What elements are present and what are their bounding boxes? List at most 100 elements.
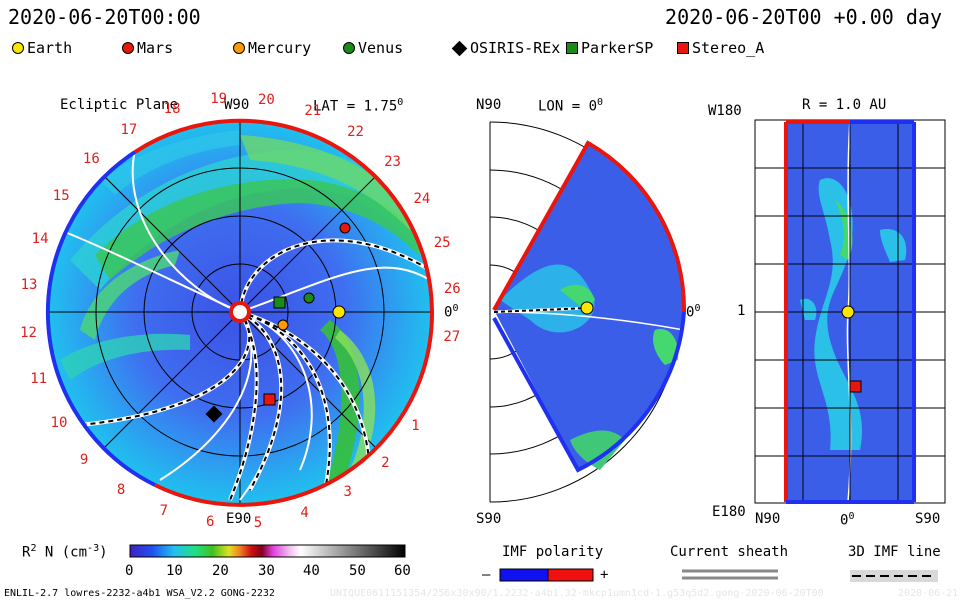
carrington-label: 24 (413, 191, 431, 208)
mercury-marker-icon (277, 319, 289, 331)
radial-bottom-n90: N90 (755, 511, 781, 527)
colorbar-tick: 50 (349, 563, 366, 579)
legend-label: OSIRIS-REx (470, 39, 561, 57)
legend-item-mars: Mars (122, 39, 173, 57)
footer-model-info: ENLIL-2.7 lowres-2232-a4b1 WSA_V2.2 GONG… (4, 588, 275, 599)
imf-plus-label: + (600, 567, 609, 583)
ecliptic-title: Ecliptic Plane (60, 97, 179, 113)
radial-panel (754, 119, 946, 504)
outer-ring-negative (45, 150, 156, 487)
carrington-label: 17 (120, 121, 138, 138)
carrington-label: 7 (159, 503, 169, 520)
radial-bottom-left-label: E180 (712, 504, 746, 520)
carrington-label: 3 (343, 484, 352, 501)
imf-positive-swatch (547, 568, 594, 582)
current-sheath-title: Current sheath (670, 544, 789, 560)
carrington-label: 23 (384, 153, 401, 170)
mercury-marker-icon (233, 42, 245, 54)
footer-date: 2020-06-21 (898, 588, 959, 599)
carrington-label: 20 (257, 91, 275, 108)
carrington-label: 2 (381, 455, 390, 472)
carrington-label: 14 (31, 230, 49, 247)
meridional-bottom-label: S90 (476, 511, 502, 527)
density-structures (60, 130, 432, 490)
legend-item-mercury: Mercury (233, 39, 311, 57)
ecliptic-bottom-label: E90 (226, 511, 252, 527)
mars-marker-icon (122, 42, 134, 54)
legend-item-stereo-a: Stereo_A (677, 39, 764, 57)
legend-label: ParkerSP (581, 39, 654, 57)
radial-top-label: W180 (708, 103, 742, 119)
carrington-label: 6 (206, 514, 215, 531)
stereo-a-marker-icon (677, 42, 689, 54)
carrington-label: 13 (20, 277, 38, 294)
carrington-label: 27 (443, 328, 461, 345)
legend-item-osiris-rex: OSIRIS-REx (451, 39, 561, 57)
carrington-label: 26 (443, 281, 461, 298)
timestamp-right: 2020-06-20T00 +0.00 day (665, 5, 942, 29)
imf-negative-swatch (499, 568, 549, 582)
colorbar-label: R2 N (cm-3) (22, 543, 108, 561)
colorbar-tick: 10 (166, 563, 183, 579)
legend-item-earth: Earth (12, 39, 72, 57)
carrington-label: 10 (50, 414, 68, 431)
ecliptic-top-label: W90 (224, 97, 250, 113)
legend-label: Mars (137, 39, 174, 57)
stereo-a-marker-icon (849, 380, 862, 393)
carrington-label: 9 (79, 452, 89, 469)
venus-marker-icon (343, 42, 355, 54)
colorbar-tick: 40 (303, 563, 320, 579)
ecliptic-lat-label: LAT = 1.750 (313, 97, 404, 115)
legend-label: Stereo_A (692, 39, 765, 57)
outer-ring-positive (133, 118, 435, 507)
mars-marker-icon (339, 222, 351, 234)
sun-icon (229, 301, 251, 323)
earth-marker-icon (12, 42, 24, 54)
earth-marker-icon (332, 305, 346, 319)
imf-minus-label: – (482, 567, 491, 583)
legend-label: Mercury (248, 39, 312, 57)
stereo-a-marker-icon (263, 393, 276, 406)
meridional-right-label: 00 (686, 303, 701, 321)
carrington-label: 19 (210, 91, 228, 108)
carrington-label: 18 (163, 101, 181, 118)
legend-item-venus: Venus (343, 39, 403, 57)
earth-marker-icon (841, 305, 855, 319)
legend-label: Venus (358, 39, 404, 57)
carrington-label: 21 (304, 102, 322, 119)
meridional-panel (489, 121, 687, 503)
meridional-title: LON = 00 (538, 97, 604, 115)
imf-line-title: 3D IMF line (848, 544, 941, 560)
timestamp-left: 2020-06-20T00:00 (8, 5, 201, 29)
colorbar-tick: 30 (258, 563, 275, 579)
legend-item-parkersp: ParkerSP (566, 39, 653, 57)
carrington-label: 22 (347, 123, 364, 140)
carrington-label: 11 (30, 371, 48, 388)
colorbar-tick: 20 (212, 563, 229, 579)
carrington-label: 4 (300, 504, 309, 521)
parkersp-marker-icon (273, 296, 286, 309)
carrington-label: 25 (433, 234, 451, 251)
radial-title: R = 1.0 AU (802, 97, 887, 113)
carrington-label: 15 (52, 187, 70, 204)
meridional-top-label: N90 (476, 97, 502, 113)
carrington-label: 8 (116, 482, 126, 499)
radial-bottom-zero: 00 (840, 511, 855, 529)
osiris-rex-marker-icon (205, 405, 223, 423)
colorbar-tick: 0 (125, 563, 134, 579)
carrington-label: 1 (411, 418, 420, 435)
earth-marker-icon (580, 301, 594, 315)
density-colorbar (129, 544, 406, 558)
radial-mid-label: 1 (737, 303, 746, 319)
carrington-label: 5 (253, 514, 263, 531)
footer-watermark: UNIQUE0611151354/256x30x90/1.2232-a4b1.3… (330, 588, 824, 599)
parkersp-marker-icon (566, 42, 578, 54)
legend-label: Earth (27, 39, 73, 57)
carrington-label: 12 (20, 324, 37, 341)
imf-polarity-title: IMF polarity (502, 544, 604, 560)
venus-marker-icon (303, 292, 315, 304)
colorbar-tick: 60 (394, 563, 411, 579)
ecliptic-right-label: 00 (444, 303, 459, 321)
ecliptic-plane-panel (45, 118, 435, 507)
